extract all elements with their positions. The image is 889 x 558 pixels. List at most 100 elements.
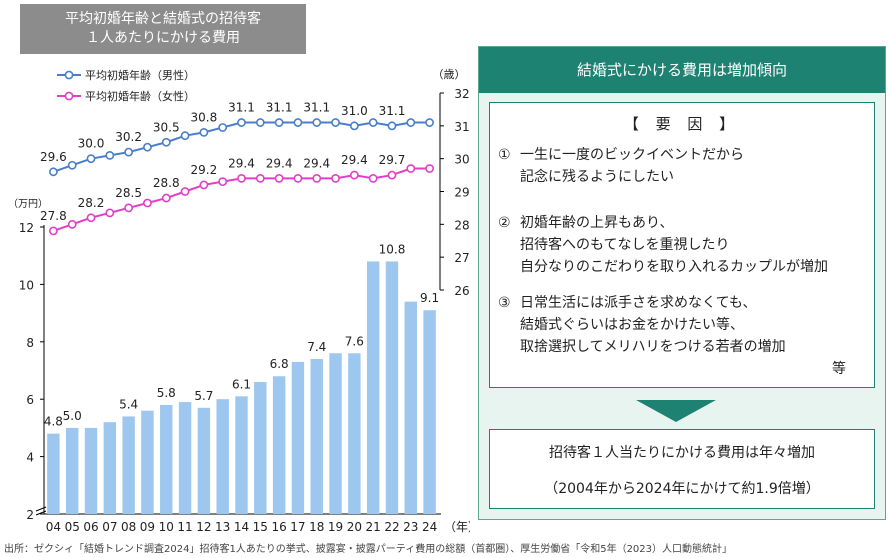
right-axis-unit: （歳） [433,68,466,81]
right-axis-tick-label: 30 [454,153,469,167]
chart-title-line2: １人あたりにかける費用 [86,30,240,46]
reason-1-number: ① [498,147,511,163]
bar-data-label: 10.8 [379,242,406,256]
x-axis-tick-label: 23 [403,520,418,534]
reason-3-line-1: 日常生活には派手さを求めなくても、 [520,295,757,311]
series-point [425,164,434,173]
series-point [387,170,397,180]
line-data-label: 31.1 [228,101,255,115]
series-point [331,173,340,183]
series-point [368,173,378,183]
right-axis-tick-label: 28 [454,218,469,232]
result-line-2: （2004年から2024年にかけて約1.9倍増） [544,481,820,497]
x-axis-tick-label: 14 [234,520,249,534]
bar [404,301,417,514]
x-axis-tick-label: 15 [253,520,268,534]
series-point [312,118,322,127]
right-axis-tick-label: 29 [454,186,469,200]
series-point [67,160,77,170]
line-data-label: 28.5 [115,186,142,200]
down-arrow-icon [636,400,716,422]
reasons-box: 【 要 因 】 ① 一生に一度のビックイベントだから 記念に残るようにしたい ②… [489,102,875,388]
legend-label: 平均初婚年齢（男性） [85,68,195,82]
series-point [218,177,228,187]
line-data-label: 29.4 [303,156,330,170]
line-data-label: 29.4 [228,156,255,170]
x-axis-tick-label: 07 [102,520,117,534]
line-data-label: 29.2 [191,163,218,177]
series-point [49,226,58,236]
axis-break-mark [35,506,47,512]
series-point [124,203,134,213]
series-point [387,121,397,131]
line-data-label: 31.1 [266,101,293,115]
x-axis-tick-label: 19 [328,520,343,534]
x-axis-tick-label: 08 [121,520,136,534]
bar [329,353,342,514]
bar [310,359,323,514]
left-axis-tick-label: 6 [26,393,34,407]
series-point [312,173,322,183]
legend-marker [64,70,74,80]
series-point [180,131,190,141]
bar [47,433,60,514]
bar [348,353,361,514]
x-axis-tick-label: 12 [196,520,211,534]
chart-title-line1: 平均初婚年齢と結婚式の招待客 [65,11,261,27]
series-point [105,150,115,160]
result-box: 招待客１人当たりにかける費用は年々増加 （2004年から2024年にかけて約1.… [489,429,875,509]
series-point [406,118,416,127]
x-axis-tick-label: 09 [140,520,155,534]
x-axis-tick-label: 20 [347,520,362,534]
line-data-label: 29.4 [341,153,368,167]
series-point [143,198,152,208]
line-data-label: 30.0 [78,137,105,151]
bar-data-label: 6.1 [232,377,251,391]
bar [141,410,154,514]
series-point [199,127,209,137]
legend-marker [64,91,74,101]
series-point [293,118,303,127]
line-data-label: 30.5 [153,120,180,134]
line-data-label: 28.2 [78,196,105,210]
reasons-tail: 等 [832,361,846,377]
reason-3-line-2: 結婚式ぐらいはお金をかけたい等、 [520,317,744,333]
bar [178,402,192,514]
x-axis-tick-label: 22 [384,520,399,534]
series-point [425,118,434,127]
x-axis-tick-label: 21 [366,520,381,534]
series-point [218,123,228,132]
bar-data-label: 9.1 [420,291,439,305]
right-panel: 結婚式にかける費用は増加傾向 【 要 因 】 ① 一生に一度のビックイベントだか… [478,46,886,520]
bar-data-label: 5.4 [119,397,138,411]
chart-title: 平均初婚年齢と結婚式の招待客 １人あたりにかける費用 [20,4,306,54]
bar-data-label: 5.8 [157,386,176,400]
bar [103,422,117,514]
legend-label: 平均初婚年齢（女性） [85,89,195,103]
reason-2-line-3: 自分なりのこだわりを取り入れるカップルが増加 [520,259,828,275]
line-data-label: 30.8 [191,110,218,124]
x-axis-tick-label: 05 [65,520,80,534]
result-line-1: 招待客１人当たりにかける費用は年々増加 [549,445,815,461]
series-point [255,173,265,183]
series-point [161,193,171,203]
line-data-label: 27.8 [40,209,67,223]
line-data-label: 29.4 [266,156,293,170]
axis-break-mark [35,510,47,516]
reason-2-number: ② [498,215,511,231]
bar [254,381,267,514]
left-axis-tick-label: 4 [26,451,34,465]
series-point [124,147,134,157]
reason-3-number: ③ [498,295,511,311]
x-axis-tick-label: 18 [309,520,324,534]
panel-header: 結婚式にかける費用は増加傾向 [479,47,885,93]
reason-1-line-1: 一生に一度のビックイベントだから [520,147,744,163]
right-axis-tick-label: 27 [454,251,469,265]
reason-3-line-3: 取捨選択してメリハリをつける若者の増加 [520,339,786,355]
x-axis-tick-label: 24 [422,520,437,534]
x-axis-unit: （年） [444,520,470,534]
series-point [331,118,340,127]
bar [366,261,380,514]
series-point [180,187,190,196]
series-point [49,167,58,177]
